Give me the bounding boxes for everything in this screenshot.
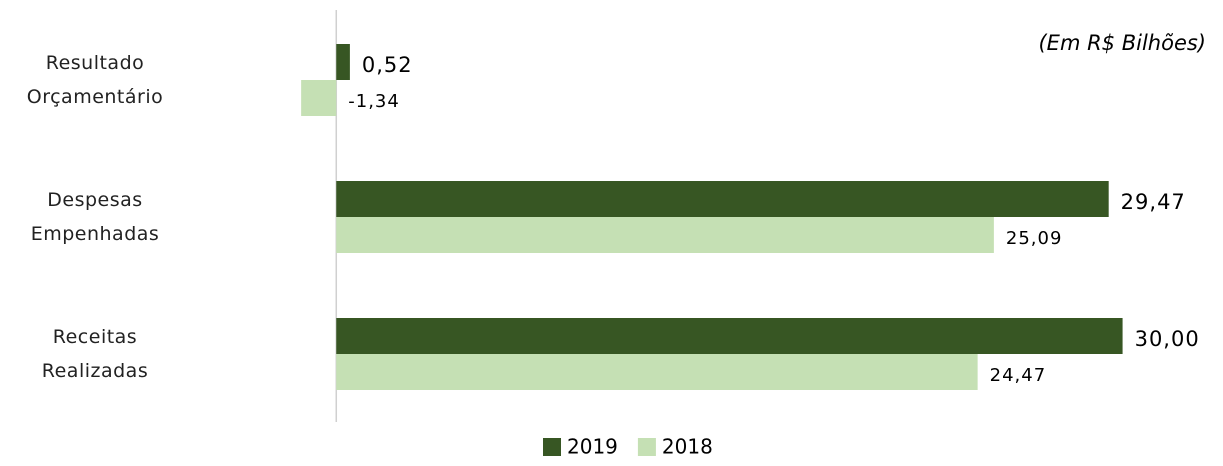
category-label: Despesas Empenhadas bbox=[30, 189, 160, 245]
legend-label: 2019 bbox=[567, 435, 618, 459]
value-label: 25,09 bbox=[1006, 228, 1063, 249]
bar bbox=[336, 181, 1109, 217]
legend-swatch bbox=[637, 438, 656, 456]
value-label: -1,34 bbox=[348, 91, 400, 112]
bar bbox=[336, 217, 994, 253]
bar bbox=[336, 318, 1123, 354]
bar bbox=[301, 80, 337, 116]
legend-label: 2018 bbox=[662, 435, 713, 459]
bar bbox=[336, 44, 350, 80]
value-label: 29,47 bbox=[1121, 190, 1186, 214]
category-label: Resultado Orçamentário bbox=[26, 52, 164, 108]
value-label: 30,00 bbox=[1135, 327, 1200, 351]
annotation: (Em R$ Bilhões) bbox=[1038, 31, 1206, 55]
bar bbox=[336, 354, 978, 390]
value-label: 0,52 bbox=[362, 53, 413, 77]
category-label: Receitas Realizadas bbox=[41, 326, 149, 382]
value-label: 24,47 bbox=[990, 365, 1047, 386]
legend-swatch bbox=[543, 438, 561, 456]
